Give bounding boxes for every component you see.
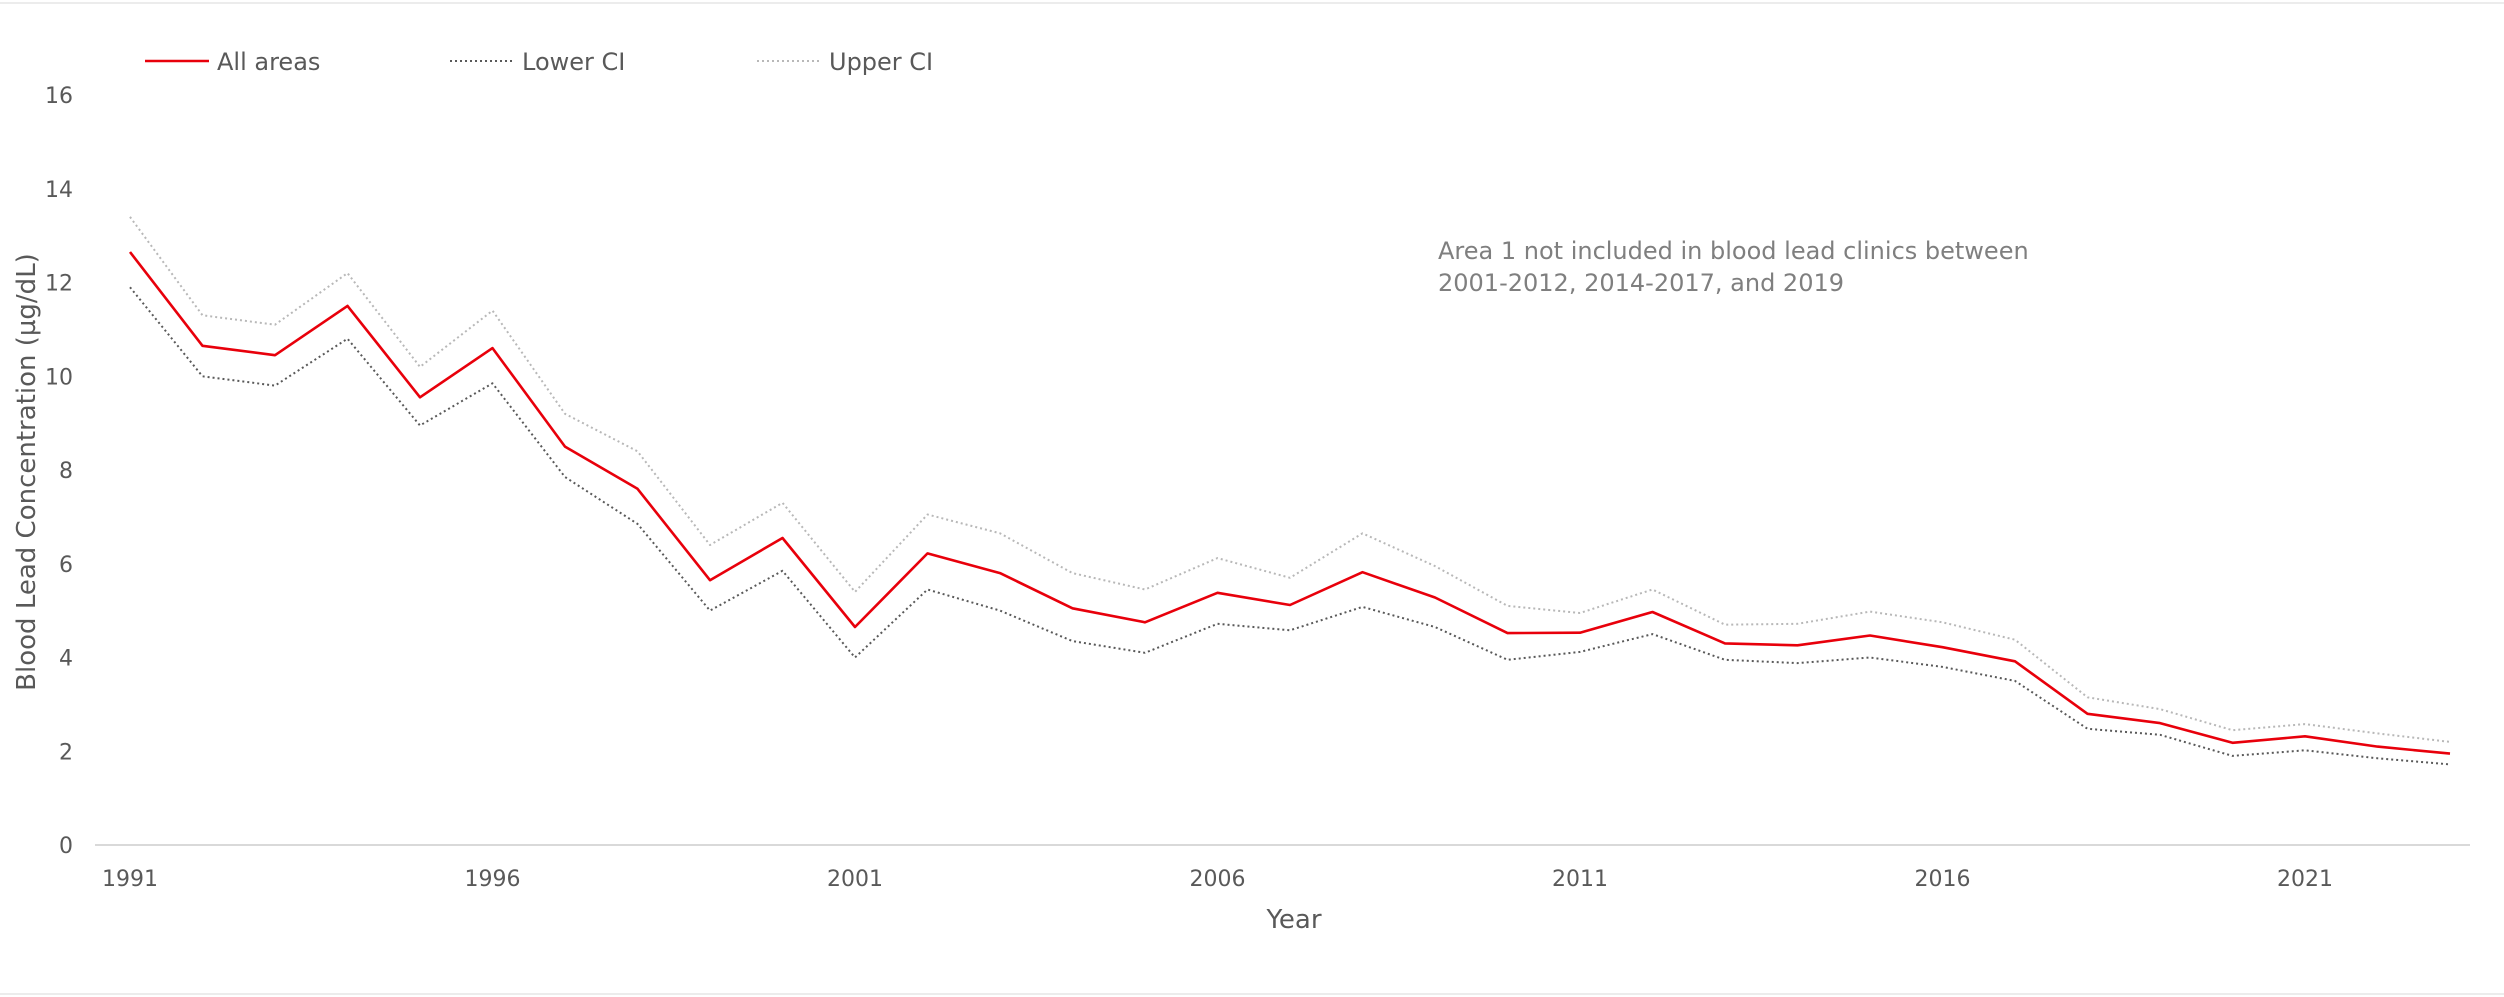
x-tick-label: 1996 (465, 867, 521, 892)
series-layer (128, 216, 2451, 766)
y-axis-title: Blood Lead Concentration (µg/dL) (12, 253, 42, 691)
legend-label: Lower CI (522, 48, 625, 76)
x-tick-label: 1991 (102, 867, 158, 892)
y-tick-label: 2 (59, 740, 73, 765)
legend-label: All areas (217, 48, 320, 76)
legend-label: Upper CI (829, 48, 933, 76)
series-line-upper-ci (129, 216, 2451, 743)
y-tick-label: 0 (59, 834, 73, 859)
y-tick-label: 6 (59, 553, 73, 578)
legend: All areas Lower CI Upper CI (145, 48, 933, 76)
y-tick-label: 14 (45, 178, 73, 203)
series-line-all-areas (128, 251, 2451, 755)
x-axis-ticks: 1991 1996 2001 2006 2011 2016 2021 (102, 867, 2333, 892)
series-line-lower-ci (129, 286, 2451, 766)
y-tick-label: 12 (45, 272, 73, 297)
y-tick-label: 10 (45, 365, 73, 390)
x-axis-title: Year (1265, 905, 1321, 935)
x-tick-label: 2021 (2277, 867, 2333, 892)
annotation-line-2: 2001-2012, 2014-2017, and 2019 (1438, 269, 1844, 297)
x-tick-label: 2006 (1190, 867, 1246, 892)
x-tick-label: 2011 (1552, 867, 1608, 892)
y-tick-label: 16 (45, 84, 73, 109)
x-tick-label: 2001 (827, 867, 883, 892)
y-tick-label: 4 (59, 647, 73, 672)
y-axis-ticks: 0 2 4 6 8 10 12 14 16 (45, 84, 73, 859)
y-tick-label: 8 (59, 459, 73, 484)
x-tick-label: 2016 (1915, 867, 1971, 892)
annotation-line-1: Area 1 not included in blood lead clinic… (1438, 237, 2029, 265)
